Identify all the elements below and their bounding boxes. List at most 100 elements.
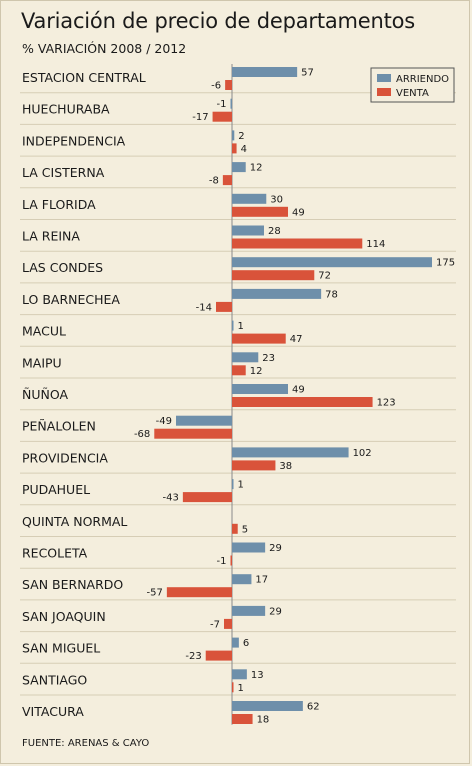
data-label: 23 <box>262 353 275 364</box>
data-label: 1 <box>238 683 244 694</box>
bar-arriendo <box>232 162 246 173</box>
category-label: HUECHURABA <box>22 102 110 117</box>
bar-venta <box>182 492 232 503</box>
category-label: SAN JOAQUIN <box>22 609 106 624</box>
bar-arriendo <box>232 257 432 268</box>
data-label: 114 <box>366 239 385 250</box>
data-label: 102 <box>353 448 372 459</box>
bar-venta <box>224 618 232 629</box>
category-label: MACUL <box>22 324 66 339</box>
category-label: INDEPENDENCIA <box>22 133 126 148</box>
data-label: 17 <box>255 575 268 586</box>
category-label: PEÑALOLEN <box>22 419 96 434</box>
bar-venta <box>230 555 232 566</box>
bar-arriendo <box>232 384 288 394</box>
legend-label: ARRIENDO <box>396 74 449 85</box>
data-label: 12 <box>250 163 263 174</box>
data-label: 4 <box>241 144 247 155</box>
bar-arriendo <box>176 415 232 426</box>
data-label: -68 <box>134 429 150 440</box>
bar-venta <box>232 206 288 217</box>
data-label: 78 <box>325 289 338 300</box>
data-label: 29 <box>269 606 282 617</box>
data-label: 2 <box>238 131 244 142</box>
category-label: LAS CONDES <box>22 260 103 275</box>
chart-subtitle: % VARIACIÓN 2008 / 2012 <box>22 41 187 56</box>
category-label: LA CISTERNA <box>22 165 105 180</box>
bar-venta <box>222 175 232 186</box>
data-label: 28 <box>268 226 281 237</box>
category-label: PROVIDENCIA <box>22 450 108 465</box>
data-label: -8 <box>209 176 219 187</box>
category-label: ESTACION CENTRAL <box>22 70 146 85</box>
data-label: -23 <box>185 651 201 662</box>
data-label: -7 <box>210 619 220 630</box>
chart-title: Variación de precio de departamentos <box>21 9 416 33</box>
category-label: LO BARNECHEA <box>22 292 120 307</box>
bar-venta <box>232 523 238 534</box>
data-label: -6 <box>211 81 221 92</box>
bar-venta <box>232 238 363 249</box>
data-label: 123 <box>377 398 396 409</box>
category-label: ÑUÑOA <box>22 387 68 402</box>
data-label: 1 <box>238 480 244 491</box>
source-note: FUENTE: ARENAS & CAYO <box>22 738 150 749</box>
data-label: -43 <box>163 493 179 504</box>
category-label: SAN MIGUEL <box>22 641 100 656</box>
data-label: -49 <box>156 416 172 427</box>
bar-arriendo <box>232 479 234 490</box>
data-label: -1 <box>217 556 227 567</box>
bar-arriendo <box>232 447 349 458</box>
data-label: 62 <box>307 702 320 713</box>
bar-venta <box>154 428 232 439</box>
data-label: 30 <box>270 194 283 205</box>
data-label: 1 <box>238 321 244 332</box>
data-label: -17 <box>192 112 208 123</box>
bar-venta <box>232 333 286 344</box>
category-label: SANTIAGO <box>22 672 87 687</box>
bar-venta <box>205 650 232 661</box>
bar-arriendo <box>232 542 266 553</box>
bar-venta <box>225 80 232 90</box>
data-label: -14 <box>196 302 212 313</box>
data-label: 49 <box>292 207 305 218</box>
bar-arriendo <box>232 130 235 141</box>
bar-arriendo <box>230 98 232 109</box>
category-label: MAIPU <box>22 355 62 370</box>
bar-venta <box>232 714 253 724</box>
data-label: 6 <box>243 638 249 649</box>
chart-bars: 57-6-1-172412-83049281141757278-14147231… <box>134 67 455 726</box>
bar-arriendo <box>232 605 266 616</box>
bar-arriendo <box>232 193 267 204</box>
category-label: QUINTA NORMAL <box>22 514 127 529</box>
bar-venta <box>232 143 237 154</box>
legend-label: VENTA <box>396 88 429 99</box>
data-label: 175 <box>436 258 455 269</box>
bar-arriendo <box>232 701 303 711</box>
bar-arriendo <box>232 288 322 299</box>
bar-venta <box>232 365 246 376</box>
bar-venta <box>232 682 234 693</box>
data-label: 12 <box>250 366 263 377</box>
data-label: 49 <box>292 385 305 396</box>
chart-rows: ESTACION CENTRAL HUECHURABA INDEPENDENCIA L… <box>20 70 456 719</box>
bar-arriendo <box>232 67 298 77</box>
legend-swatch <box>377 74 391 82</box>
bar-arriendo <box>232 669 247 680</box>
bar-arriendo <box>232 352 259 363</box>
legend-swatch <box>377 88 391 96</box>
data-label: -57 <box>147 588 163 599</box>
bar-arriendo <box>232 574 252 585</box>
bar-arriendo <box>232 225 264 236</box>
bar-venta <box>166 587 232 598</box>
category-label: LA FLORIDA <box>22 197 96 212</box>
data-label: 38 <box>279 461 292 472</box>
data-label: 47 <box>290 334 303 345</box>
data-label: 57 <box>301 68 314 79</box>
category-label: PUDAHUEL <box>22 482 90 497</box>
chart-legend: ARRIENDO VENTA <box>370 67 455 103</box>
bar-venta <box>232 397 373 407</box>
data-label: 29 <box>269 543 282 554</box>
